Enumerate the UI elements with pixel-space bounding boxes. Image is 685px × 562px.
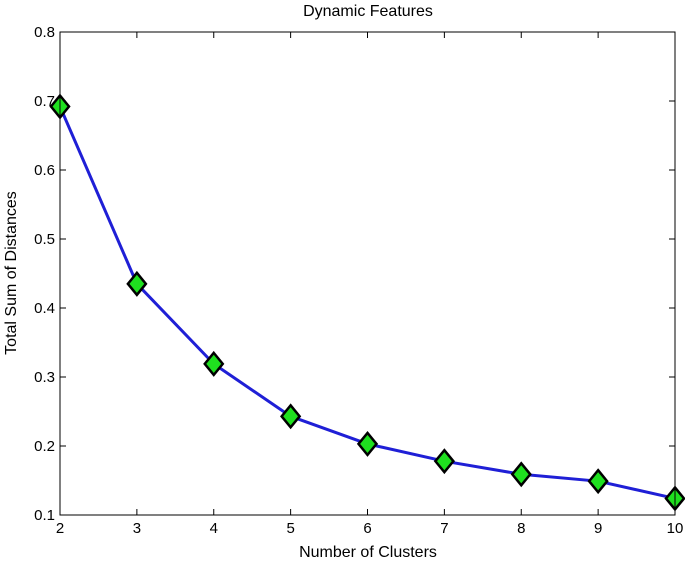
x-tick-label: 4 [210, 520, 218, 537]
y-tick-label: 0.7 [34, 93, 55, 110]
x-tick-label: 8 [517, 520, 525, 537]
data-point-marker [587, 468, 609, 495]
chart-title: Dynamic Features [303, 3, 433, 20]
x-tick-label: 5 [286, 520, 294, 537]
y-tick-label: 0.5 [34, 231, 55, 248]
data-point-marker [280, 403, 302, 430]
x-tick-label: 6 [363, 520, 371, 537]
plot-area: 2 3 4 5 6 7 8 9 10 0.1 0.2 0.3 0.4 0.5 0.6 0.7 0.8 [34, 24, 685, 537]
data-point-marker [433, 448, 455, 475]
data-point-marker [126, 270, 148, 297]
x-tick-label: 3 [133, 520, 141, 537]
y-tick-label: 0.1 [34, 507, 55, 524]
x-tick-label: 7 [440, 520, 448, 537]
data-point-marker [510, 461, 532, 488]
x-axis-title: Number of Clusters [299, 544, 437, 561]
y-tick-label: 0.4 [34, 300, 55, 317]
x-tick-label: 9 [594, 520, 602, 537]
data-point-marker [203, 350, 225, 377]
y-tick-label: 0.3 [34, 369, 55, 386]
x-tick-label: 10 [667, 520, 684, 537]
y-axis-title: Total Sum of Distances [3, 191, 20, 355]
y-tick-label: 0.6 [34, 162, 55, 179]
data-point-marker [356, 430, 379, 457]
axes-frame [59, 31, 676, 516]
y-tick-label: 0.2 [34, 438, 55, 455]
x-tick-label: 2 [56, 520, 64, 537]
y-tick-label: 0.8 [34, 24, 55, 41]
